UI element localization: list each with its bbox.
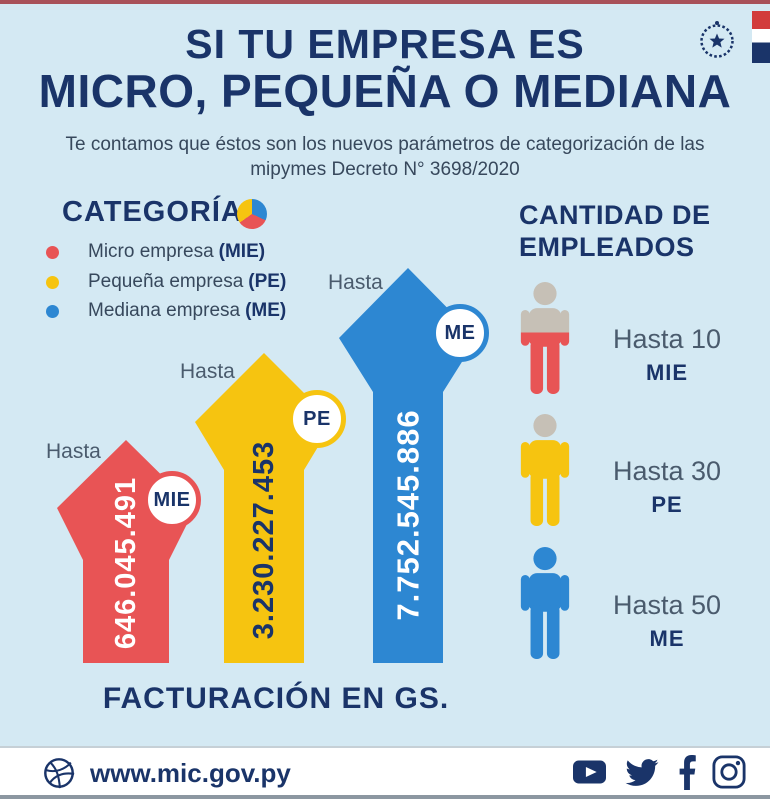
arrow-chart-bar-me: 7.752.545.886	[339, 268, 477, 663]
person-icon-me	[520, 547, 570, 659]
person-icon-mie	[520, 282, 570, 394]
legend-item-pequena: Pequeña empresa (PE)	[46, 270, 286, 294]
facebook-icon[interactable]	[678, 754, 696, 790]
legend-label: Mediana empresa	[88, 300, 241, 321]
legend-label: Micro empresa	[88, 241, 214, 262]
employees-category-code: PE	[651, 492, 683, 517]
subtitle-line1: Te contamos que éstos son los nuevos par…	[65, 134, 705, 155]
twitter-icon[interactable]	[622, 756, 662, 789]
person-icon-pe	[520, 414, 570, 526]
arrow-value-me: 7.752.545.886	[391, 409, 426, 620]
arrow-value-pe: 3.230.227.453	[248, 441, 280, 639]
globe-icon	[42, 756, 76, 795]
employees-item-mie: Hasta 10 MIE	[592, 324, 742, 386]
badge-me: ME	[431, 304, 489, 362]
legend-label: Pequeña empresa	[88, 271, 244, 292]
employees-category-code: ME	[649, 626, 685, 651]
employees-heading-line2: EMPLEADOS	[519, 232, 695, 262]
legend-code: (PE)	[248, 271, 287, 292]
legend-item-mediana: Mediana empresa (ME)	[46, 299, 286, 323]
x-axis-caption: FACTURACIÓN EN GS.	[102, 682, 450, 715]
employees-category-code: MIE	[645, 360, 689, 385]
pie-chart-icon	[237, 199, 267, 229]
hasta-label-mie: Hasta	[46, 440, 101, 463]
instagram-icon[interactable]	[712, 755, 746, 789]
website-link[interactable]: www.mic.gov.py	[90, 758, 291, 788]
employees-item-pe: Hasta 30 PE	[592, 456, 742, 518]
hasta-label-me: Hasta	[328, 271, 383, 294]
youtube-icon[interactable]	[573, 760, 606, 784]
hasta-label-pe: Hasta	[180, 360, 235, 383]
top-border-line	[0, 0, 770, 4]
employees-count-label: Hasta 50	[612, 590, 722, 620]
legend-code: (ME)	[245, 300, 287, 321]
blue-dot-icon	[46, 304, 59, 318]
page-title-line2: MICRO, PEQUEÑA O MEDIANA	[38, 65, 732, 117]
paraguay-coat-of-arms-icon	[693, 18, 741, 67]
badge-mie: MIE	[143, 471, 201, 529]
badge-pe: PE	[288, 390, 346, 448]
social-icons	[573, 752, 746, 792]
employees-heading-line1: CANTIDAD DE	[519, 200, 711, 230]
employees-heading: CANTIDAD DE EMPLEADOS	[519, 199, 711, 263]
legend-heading: CATEGORÍA	[62, 196, 243, 228]
paraguay-flag-icon	[752, 11, 770, 63]
page-title-line1: SI TU EMPRESA ES	[185, 21, 585, 67]
legend-code: (MIE)	[218, 241, 266, 262]
subtitle-line2: mipymes Decreto N° 3698/2020	[250, 159, 520, 180]
employees-count-label: Hasta 10	[612, 324, 722, 354]
legend-item-micro: Micro empresa (MIE)	[46, 240, 265, 264]
employees-item-me: Hasta 50 ME	[592, 590, 742, 652]
footer-bar: www.mic.gov.py	[0, 746, 770, 795]
yellow-dot-icon	[46, 275, 59, 289]
employees-count-label: Hasta 30	[612, 456, 722, 486]
red-dot-icon	[46, 245, 59, 259]
arrow-value-mie: 646.045.491	[110, 477, 142, 649]
bottom-border-line	[0, 795, 770, 799]
